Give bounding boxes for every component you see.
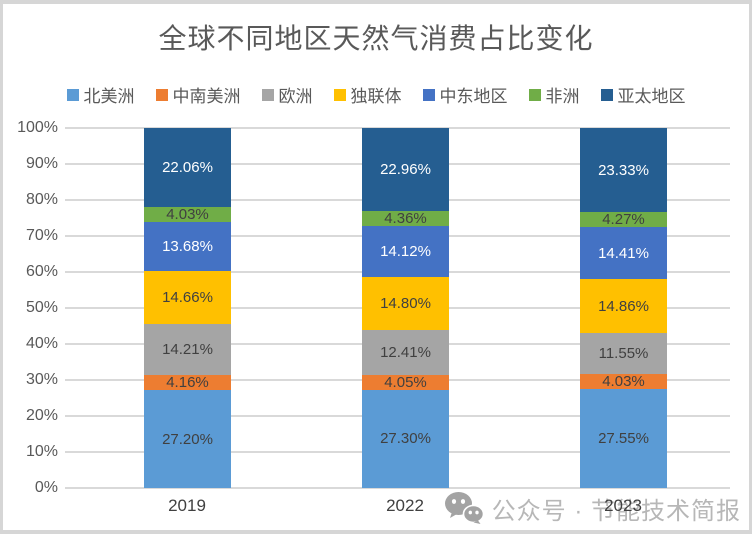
segment-中南美洲: 4.03% xyxy=(580,373,667,390)
legend-swatch xyxy=(261,88,274,101)
stacked-bar-2023: 27.55% 4.03% 11.55% 14.86% 14.41% 4.27% 23.33% xyxy=(580,128,667,488)
chart-title: 全球不同地区天然气消费占比变化 xyxy=(158,23,594,54)
y-axis-tick-label: 70% xyxy=(25,227,58,244)
y-axis-tick-label: 40% xyxy=(25,335,58,352)
legend-swatch xyxy=(66,88,79,101)
segment-欧洲: 11.55% xyxy=(580,332,667,375)
watermark-text: 公众号 · 节能技术简报 xyxy=(491,497,741,525)
segment-非洲: 4.36% xyxy=(362,210,449,227)
legend-swatch xyxy=(528,88,541,101)
y-axis-tick-label: 0% xyxy=(34,479,58,496)
gridline xyxy=(65,487,730,489)
segment-北美洲: 27.55% xyxy=(580,388,667,488)
y-axis-tick-label: 80% xyxy=(25,191,58,208)
legend-swatch xyxy=(333,88,346,101)
segment-独联体: 14.80% xyxy=(362,277,449,331)
y-axis-tick-label: 30% xyxy=(25,371,58,388)
x-axis-label-2022: 2022 xyxy=(386,496,424,515)
plot-area: 0% 10% 20% 30% 40% 50% 60% 70% 80% 90% 100% 27.20% 4… xyxy=(17,119,730,496)
segment-中东地区: 13.68% xyxy=(144,221,231,272)
legend-label: 独联体 xyxy=(350,87,402,106)
segment-北美洲: 27.30% xyxy=(362,389,449,488)
y-axis-tick-label: 100% xyxy=(17,119,58,136)
segment-北美洲: 27.20% xyxy=(144,390,231,488)
y-axis-tick-label: 10% xyxy=(25,443,58,460)
x-axis-label-2023: 2023 xyxy=(604,496,642,515)
y-axis-tick-label: 90% xyxy=(25,155,58,172)
wechat-icon xyxy=(444,492,484,524)
y-axis-tick-label: 50% xyxy=(25,299,58,316)
legend-item-亚太地区: 亚太地区 xyxy=(600,82,686,107)
segment-独联体: 14.66% xyxy=(144,271,231,324)
legend-item-中南美洲: 中南美洲 xyxy=(155,82,241,107)
y-axis-tick-label: 60% xyxy=(25,263,58,280)
legend-label: 非洲 xyxy=(545,87,580,106)
segment-中南美洲: 4.05% xyxy=(362,374,449,391)
legend-item-欧洲: 欧洲 xyxy=(261,82,313,107)
legend-label: 亚太地区 xyxy=(617,87,686,106)
segment-亚太地区: 22.06% xyxy=(144,128,231,208)
legend-label: 中南美洲 xyxy=(172,87,241,106)
gridline xyxy=(65,127,730,129)
legend: 北美洲 中南美洲 欧洲 独联体 中东地区 非洲 亚太地区 xyxy=(3,82,749,107)
legend-label: 中东地区 xyxy=(439,87,508,106)
stacked-bar-2019: 27.20% 4.16% 14.21% 14.66% 13.68% 4.03% 22.06% xyxy=(144,128,231,488)
legend-item-中东地区: 中东地区 xyxy=(422,82,508,107)
segment-非洲: 4.03% xyxy=(144,206,231,223)
legend-swatch xyxy=(600,88,613,101)
segment-独联体: 14.86% xyxy=(580,279,667,333)
chart-card: 全球不同地区天然气消费占比变化 北美洲 中南美洲 欧洲 独联体 中东地区 非洲 亚太地区 0… xyxy=(3,4,749,530)
legend-item-独联体: 独联体 xyxy=(333,82,402,107)
legend-swatch xyxy=(155,88,168,101)
y-axis-tick-label: 20% xyxy=(25,407,58,424)
segment-亚太地区: 22.96% xyxy=(362,128,449,211)
x-axis-label-2019: 2019 xyxy=(168,496,206,515)
legend-item-北美洲: 北美洲 xyxy=(66,82,135,107)
legend-label: 欧洲 xyxy=(278,87,313,106)
segment-中南美洲: 4.16% xyxy=(144,374,231,391)
legend-swatch xyxy=(422,88,435,101)
segment-亚太地区: 23.33% xyxy=(580,128,667,213)
segment-欧洲: 12.41% xyxy=(362,330,449,376)
legend-item-非洲: 非洲 xyxy=(528,82,580,107)
segment-中东地区: 14.12% xyxy=(362,226,449,278)
segment-欧洲: 14.21% xyxy=(144,323,231,376)
watermark: 公众号 · 节能技术简报 xyxy=(444,490,741,526)
legend-label: 北美洲 xyxy=(83,87,135,106)
x-axis-labels: 2019 2022 2023 xyxy=(65,496,730,520)
segment-中东地区: 14.41% xyxy=(580,227,667,280)
stacked-bar-2022: 27.30% 4.05% 12.41% 14.80% 14.12% 4.36% 22.96% xyxy=(362,128,449,488)
segment-非洲: 4.27% xyxy=(580,211,667,228)
